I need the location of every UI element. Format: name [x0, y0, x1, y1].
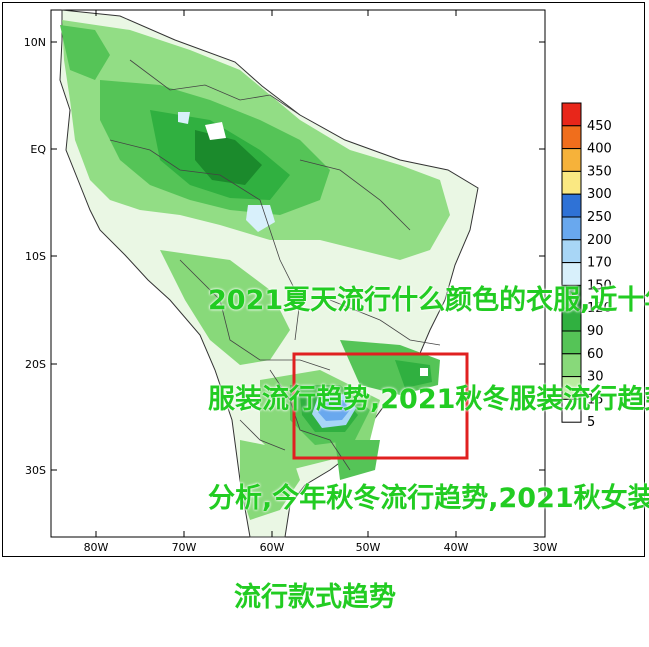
legend-colorbar: 450 400 350 300 250 200 170 150 120 90 60 30 15 5 [561, 102, 612, 430]
x-tick-30w: 30W [533, 541, 558, 554]
legend-label-250: 250 [587, 210, 612, 225]
legend-label-30: 30 [587, 370, 604, 385]
overlay-line-2: 服装流行趋势,2021秋冬服装流行趋势 [208, 384, 649, 415]
legend-swatch-4 [561, 193, 582, 218]
legend-label-90: 90 [587, 324, 604, 339]
legend-label-400: 400 [587, 142, 612, 157]
y-tick-20s: 20S [25, 358, 46, 371]
legend-label-60: 60 [587, 347, 604, 362]
overlay-line-1: 2021夏天流行什么颜色的衣服,近十年 [208, 285, 649, 316]
overlay-watermark-text: 2021夏天流行什么颜色的衣服,近十年 服装流行趋势,2021秋冬服装流行趋势 … [208, 218, 649, 647]
precipitation-map: 80W 70W 60W 50W 40W 30W 10N EQ 10S 20S 3… [24, 9, 612, 554]
map-plot-area: 80W 70W 60W 50W 40W 30W 10N EQ 10S 20S 3… [24, 9, 558, 554]
legend-label-150: 150 [587, 278, 612, 293]
legend-label-450: 450 [587, 119, 612, 134]
legend-swatch-13 [561, 398, 582, 423]
legend-label-300: 300 [587, 187, 612, 202]
highlight-box [292, 352, 469, 460]
country-borders [109, 59, 441, 471]
legend-label-120: 120 [587, 301, 612, 316]
axis-ticks [51, 10, 546, 537]
overlay-line-4: 流行款式趋势 [234, 582, 396, 613]
legend-swatch-3 [561, 170, 582, 195]
legend-swatch-2 [561, 148, 582, 172]
y-tick-10n: 10N [24, 36, 46, 49]
legend-label-5: 5 [587, 415, 595, 430]
y-tick-eq: EQ [30, 143, 46, 156]
y-tick-30s: 30S [25, 464, 46, 477]
x-tick-80w: 80W [84, 541, 109, 554]
x-tick-70w: 70W [172, 541, 197, 554]
legend-label-350: 350 [587, 164, 612, 179]
legend-swatch-1 [561, 125, 582, 150]
x-tick-60w: 60W [260, 541, 285, 554]
legend-label-15: 15 [587, 392, 604, 407]
legend-label-200: 200 [587, 233, 612, 248]
x-tick-50w: 50W [356, 541, 381, 554]
x-tick-40w: 40W [444, 541, 469, 554]
legend-swatch-0 [561, 102, 582, 127]
legend-label-170: 170 [587, 256, 612, 271]
y-tick-10s: 10S [25, 250, 46, 263]
overlay-line-3: 分析,今年秋冬流行趋势,2021秋女装 [208, 483, 649, 514]
